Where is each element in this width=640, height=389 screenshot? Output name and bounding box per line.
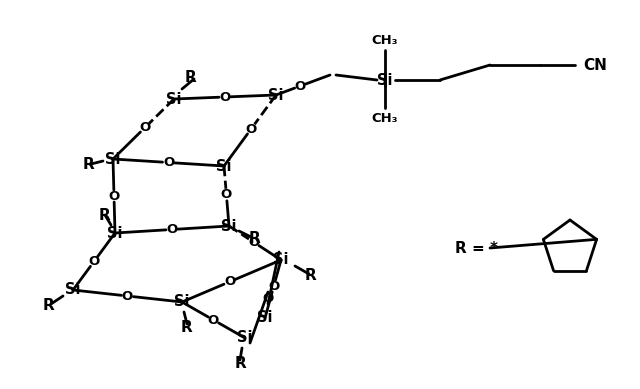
Text: O: O: [163, 156, 174, 169]
Text: CH₃: CH₃: [372, 112, 398, 124]
Text: O: O: [245, 123, 257, 136]
Text: O: O: [262, 291, 274, 305]
Text: R: R: [305, 268, 317, 282]
Text: O: O: [139, 121, 150, 134]
Text: R: R: [248, 231, 260, 245]
Text: R: R: [42, 298, 54, 312]
Text: R: R: [184, 70, 196, 84]
Text: O: O: [224, 275, 235, 288]
Text: O: O: [88, 255, 100, 268]
Text: CH₃: CH₃: [372, 33, 398, 47]
Text: Si: Si: [166, 91, 182, 107]
Text: O: O: [108, 189, 120, 203]
Text: Si: Si: [65, 282, 81, 298]
Text: Si: Si: [273, 252, 289, 268]
Text: O: O: [208, 314, 219, 326]
Text: R: R: [99, 207, 111, 223]
Text: O: O: [220, 91, 230, 103]
Text: O: O: [221, 188, 232, 201]
Text: R = *: R = *: [455, 240, 498, 256]
Text: Si: Si: [237, 331, 253, 345]
Text: Si: Si: [257, 310, 273, 326]
Text: Si: Si: [221, 219, 237, 233]
Text: O: O: [122, 289, 133, 303]
Text: Si: Si: [216, 158, 232, 173]
Text: Si: Si: [377, 72, 393, 88]
Text: Si: Si: [108, 226, 123, 240]
Text: O: O: [166, 223, 178, 236]
Text: O: O: [294, 79, 306, 93]
Text: CN: CN: [583, 58, 607, 72]
Text: Si: Si: [105, 151, 121, 166]
Text: R: R: [181, 319, 193, 335]
Text: O: O: [268, 280, 280, 293]
Text: Si: Si: [174, 294, 189, 310]
Text: R: R: [82, 156, 94, 172]
Text: R: R: [234, 356, 246, 370]
Text: Si: Si: [268, 88, 284, 102]
Text: O: O: [248, 236, 260, 249]
